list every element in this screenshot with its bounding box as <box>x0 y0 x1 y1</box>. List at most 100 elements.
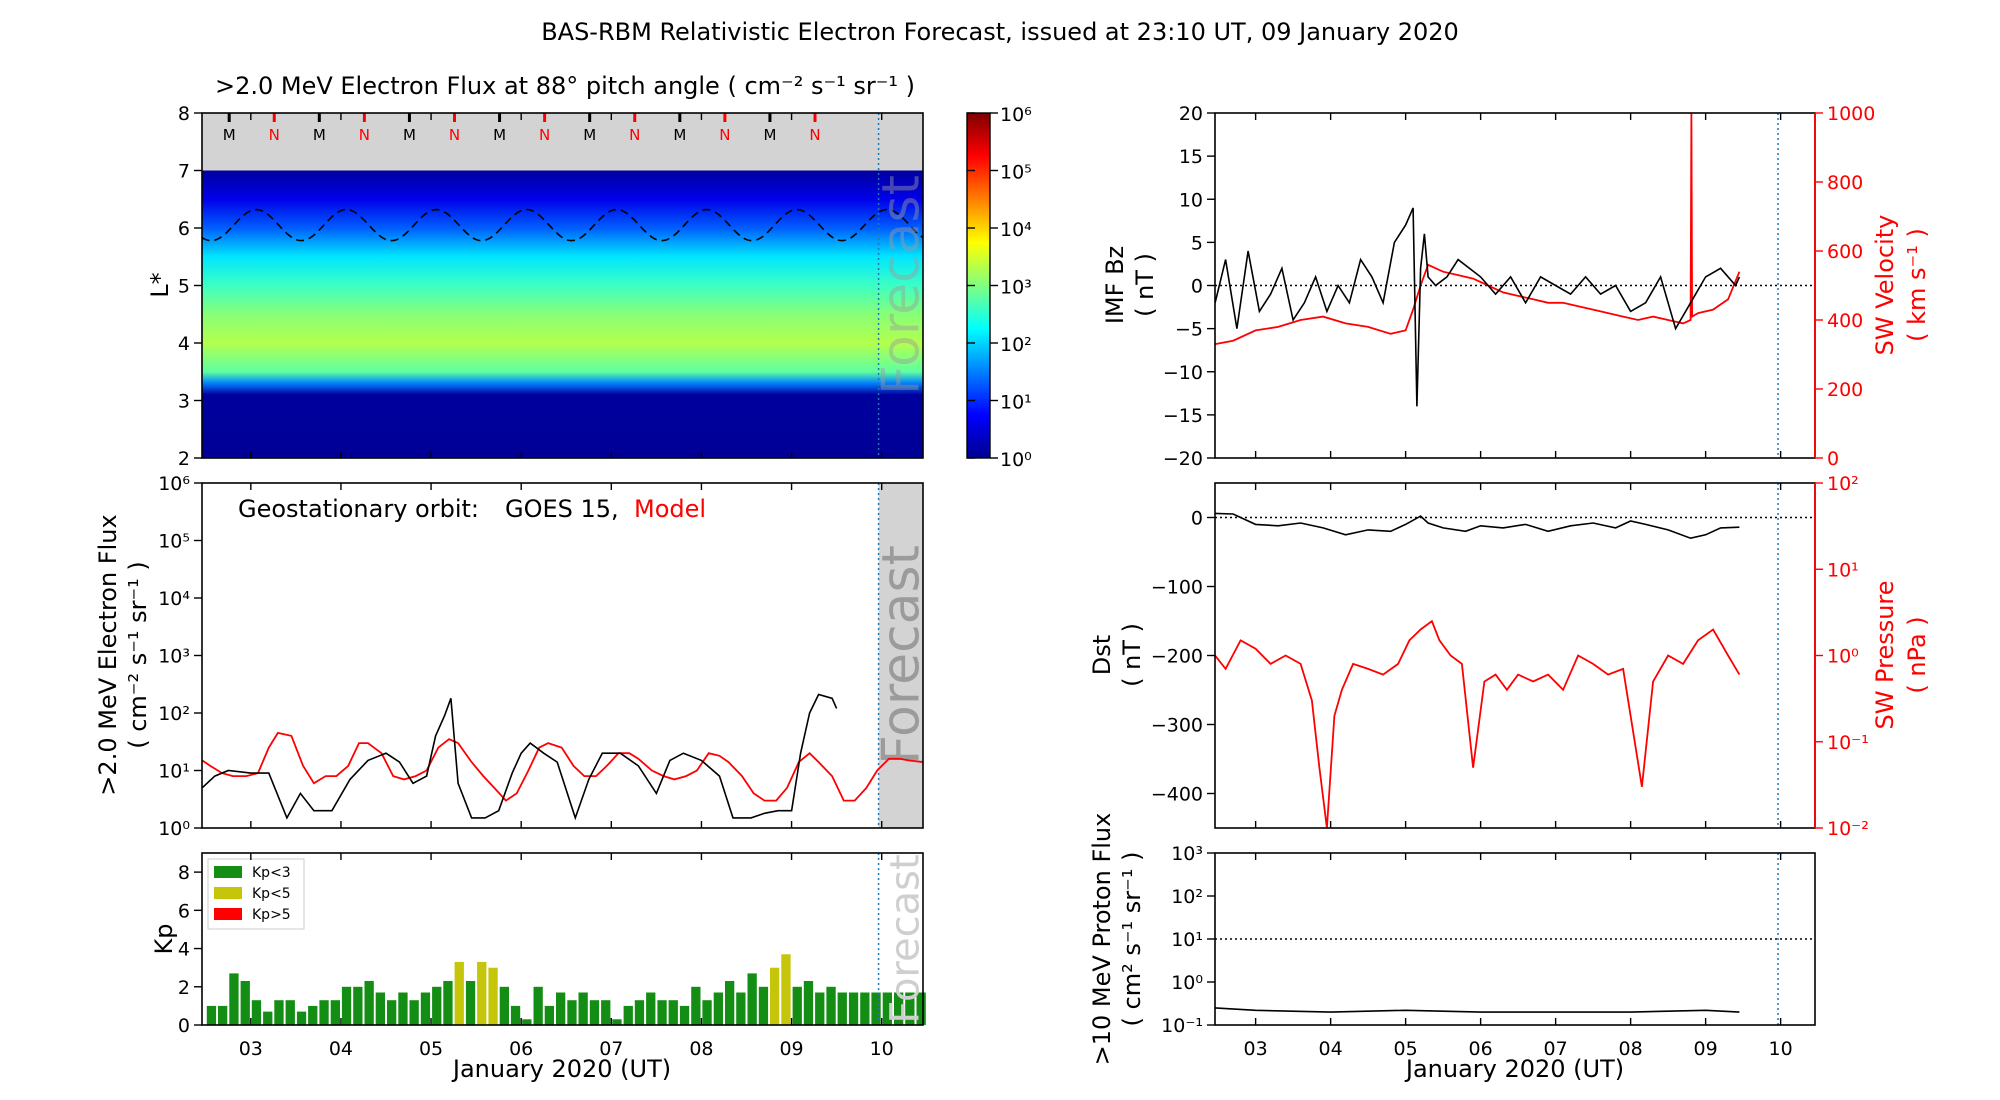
kp-bar <box>905 992 915 1025</box>
mlt-marker-label: M <box>763 126 776 144</box>
proton-flux-y-tick-label: 10¹ <box>1171 929 1203 951</box>
colorbar-tick-label: 10² <box>1000 334 1032 356</box>
kp-bar <box>612 1019 622 1025</box>
kp-y-ticks: 0 2 4 6 8 <box>178 862 202 1037</box>
colorbar-tick-label: 10³ <box>1000 277 1032 299</box>
heatmap-y-tick-label: 2 <box>178 448 190 470</box>
colorbar-tick-label: 10⁰ <box>1000 449 1032 471</box>
kp-bar <box>341 986 352 1025</box>
kp-bar <box>387 1000 397 1025</box>
kp-bar <box>398 992 408 1025</box>
imf-bz-ylabel: IMF Bz <box>1101 246 1129 324</box>
x-tick-label: 07 <box>1544 1038 1568 1060</box>
sw-pressure-y-tick-label: 10⁻¹ <box>1827 732 1869 754</box>
legend-model: Model <box>634 495 706 523</box>
colorbar-ticks: 10⁰ 10¹ 10² 10³ 10⁴ 10⁵ 10⁶ <box>967 104 1032 471</box>
proton-flux-y-tick-label: 10⁻¹ <box>1161 1015 1203 1037</box>
heatmap-y-tick-label: 3 <box>178 391 190 413</box>
sw-velocity-y-tick-label: 1000 <box>1827 103 1875 125</box>
kp-bar <box>837 992 847 1025</box>
kp-y-tick-label: 6 <box>178 900 190 922</box>
electron-flux-y-tick-label: 10¹ <box>158 761 190 783</box>
panel-proton-flux: 10⁻¹ 10⁰ 10¹ 10² 10³ 03 04 05 06 07 08 09 10 >10 Me… <box>1088 813 1816 1083</box>
kp-bar <box>725 981 735 1025</box>
sw-velocity-y-tick-label: 0 <box>1827 448 1839 470</box>
kp-bar <box>826 986 836 1025</box>
mlt-marker-label: N <box>539 126 550 144</box>
kp-bar <box>691 986 701 1025</box>
kp-bar <box>815 992 825 1025</box>
mlt-marker-label: N <box>359 126 370 144</box>
kp-bar <box>443 981 453 1025</box>
legend-geo-prefix: Geostationary orbit: <box>238 495 479 523</box>
sw-velocity-ylabel: SW Velocity <box>1871 215 1899 356</box>
figure-title: BAS-RBM Relativistic Electron Forecast, … <box>541 18 1459 46</box>
x-tick-label: 03 <box>239 1038 263 1060</box>
electron-flux-y-tick-label: 10⁵ <box>158 531 190 553</box>
kp-bar <box>263 1011 273 1025</box>
x-tick-label: 05 <box>1394 1038 1418 1060</box>
forecast-label: Forecast <box>872 175 932 395</box>
kp-bar <box>488 967 498 1025</box>
dst-y-ticks: −400 −300 −200 −100 0 <box>1151 508 1215 806</box>
kp-bar <box>871 992 881 1025</box>
kp-bar <box>330 1000 340 1025</box>
kp-bar <box>353 986 363 1025</box>
kp-bar <box>477 961 487 1025</box>
kp-bar <box>285 1000 295 1025</box>
kp-ylabel: Kp <box>150 924 178 955</box>
mlt-marker-label: N <box>449 126 460 144</box>
kp-bar <box>713 992 723 1025</box>
kp-bar <box>657 1000 667 1025</box>
x-tick-label: 06 <box>1469 1038 1493 1060</box>
kp-bar <box>556 992 566 1025</box>
imf-bz-y-tick-label: −20 <box>1163 448 1203 470</box>
mlt-marker-label: N <box>629 126 640 144</box>
geo-orbit-lstar-line <box>202 208 923 242</box>
mlt-marker-label: M <box>673 126 686 144</box>
kp-bar <box>432 986 442 1025</box>
sw-pressure-y-tick-label: 10⁰ <box>1827 646 1859 668</box>
kp-bar <box>634 1000 645 1025</box>
mlt-marker-label: M <box>493 126 506 144</box>
kp-bar <box>679 1005 690 1025</box>
model-line <box>202 731 923 802</box>
kp-bar <box>848 992 859 1025</box>
sw-pressure-y-tick-label: 10¹ <box>1827 559 1859 581</box>
sw-velocity-y-ticks: 0 200 400 600 800 1000 <box>1815 103 1875 470</box>
sw-pressure-y-tick-label: 10⁻² <box>1827 818 1869 840</box>
kp-bar <box>229 973 239 1025</box>
sw-velocity-line <box>1215 113 1741 345</box>
colorbar-tick-label: 10¹ <box>1000 392 1032 414</box>
panel-imf-bz: −20 −15 −10 −5 0 5 10 15 20 0 200 400 600 800 1000 IM… <box>1101 103 1931 470</box>
dst-y-tick-label: −200 <box>1151 646 1203 668</box>
kp-bar <box>860 992 870 1025</box>
heatmap-title: >2.0 MeV Electron Flux at 88° pitch angl… <box>215 72 915 100</box>
sw-pressure-y-tick-label: 10² <box>1827 473 1859 495</box>
panel-electron-flux: Forecast 10⁰ 10¹ 10² 10³ 10⁴ 10⁵ 10⁶ Geostatio… <box>94 473 932 840</box>
electron-flux-y-tick-label: 10² <box>158 703 190 725</box>
imf-bz-y-tick-label: 20 <box>1179 103 1203 125</box>
legend-goes: GOES 15, <box>505 495 619 523</box>
kp-bar <box>420 992 431 1025</box>
kp-bar <box>364 981 374 1025</box>
proton-flux-y-tick-label: 10³ <box>1171 843 1203 865</box>
electron-flux-yunit: ( cm⁻² s⁻¹ sr⁻¹ ) <box>124 561 152 749</box>
kp-bar <box>668 1000 678 1025</box>
kp-bar <box>499 986 509 1025</box>
proton-flux-line <box>1215 1007 1740 1013</box>
kp-bar <box>544 1005 554 1025</box>
mlt-marker-label: M <box>403 126 416 144</box>
x-tick-label: 03 <box>1244 1038 1268 1060</box>
sw-pressure-yunit: ( nPa ) <box>1903 616 1931 693</box>
mlt-marker-label: N <box>809 126 820 144</box>
forecast-label: Forecast <box>883 854 929 1023</box>
sw-pressure-y-ticks: 10⁻² 10⁻¹ 10⁰ 10¹ 10² <box>1815 473 1869 840</box>
imf-bz-yunit: ( nT ) <box>1131 253 1159 317</box>
colorbar-tick-label: 10⁴ <box>1000 219 1032 241</box>
kp-legend-low: Kp<3 <box>252 865 291 881</box>
sw-pressure-line <box>1215 619 1741 828</box>
kp-bar <box>601 1000 611 1025</box>
